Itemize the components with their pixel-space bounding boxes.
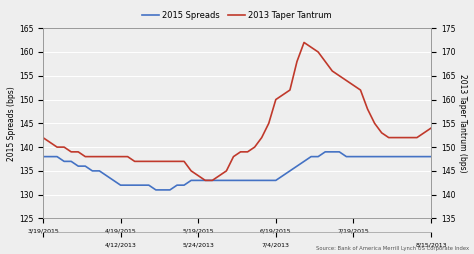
2015 Spreads [287,169,293,172]
2013 Taper Tantrum [40,136,46,139]
2013 Taper Tantrum [181,160,187,163]
Text: Source: Bank of America Merrill Lynch US Corporate Index: Source: Bank of America Merrill Lynch US… [316,246,469,251]
Line: 2013 Taper Tantrum: 2013 Taper Tantrum [43,42,431,180]
2013 Taper Tantrum [351,84,356,87]
2013 Taper Tantrum [428,126,434,130]
2013 Taper Tantrum [287,88,293,91]
Y-axis label: 2015 Spreads (bps): 2015 Spreads (bps) [7,86,16,161]
2013 Taper Tantrum [266,122,272,125]
Line: 2015 Spreads: 2015 Spreads [43,152,431,190]
2013 Taper Tantrum [308,46,314,49]
2013 Taper Tantrum [47,141,53,144]
2015 Spreads [153,188,159,192]
2015 Spreads [301,160,307,163]
2015 Spreads [188,179,194,182]
Legend: 2015 Spreads, 2013 Taper Tantrum: 2015 Spreads, 2013 Taper Tantrum [139,8,335,23]
2015 Spreads [322,150,328,153]
2015 Spreads [351,155,356,158]
2013 Taper Tantrum [301,41,307,44]
2015 Spreads [428,155,434,158]
2015 Spreads [40,155,46,158]
2013 Taper Tantrum [202,179,208,182]
2015 Spreads [266,179,272,182]
Y-axis label: 2013 Taper Tantrum (bps): 2013 Taper Tantrum (bps) [458,74,467,173]
2015 Spreads [47,155,53,158]
